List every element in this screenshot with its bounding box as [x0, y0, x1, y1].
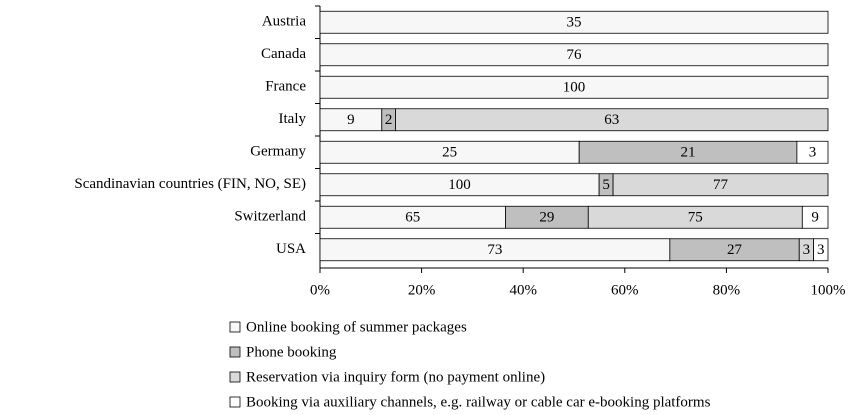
bar-segment [319, 43, 829, 67]
legend-label: Reservation via inquiry form (no payment… [246, 369, 545, 385]
value-label: 21 [681, 145, 696, 161]
legend-label: Online booking of summer packages [246, 319, 467, 335]
bar-segment [796, 140, 829, 164]
value-label: 2 [385, 112, 393, 128]
legend-swatch [229, 346, 241, 358]
y-tick-label: USA [276, 241, 306, 257]
x-tick-label: 0% [310, 282, 330, 298]
bar-segment [319, 75, 829, 99]
value-label: 100 [563, 80, 586, 96]
y-tick-label: France [265, 79, 306, 95]
legend-label: Phone booking [246, 344, 337, 360]
value-label: 29 [539, 210, 554, 226]
value-label: 3 [809, 145, 817, 161]
y-tick-label: Austria [262, 14, 307, 30]
value-label: 3 [803, 242, 811, 258]
value-label: 27 [727, 242, 743, 258]
y-tick-label: Switzerland [234, 209, 306, 225]
legend-swatch [229, 321, 241, 333]
value-label: 63 [604, 112, 619, 128]
y-tick-label: Italy [279, 111, 307, 127]
value-label: 76 [567, 47, 583, 63]
y-tick-label: Canada [261, 46, 306, 62]
value-label: 73 [487, 242, 502, 258]
value-label: 77 [713, 177, 729, 193]
bar-segment [319, 10, 829, 34]
value-label: 9 [347, 112, 355, 128]
legend-label: Booking via auxiliary channels, e.g. rai… [246, 394, 711, 410]
x-tick-label: 80% [713, 282, 741, 298]
legend-swatch [229, 371, 241, 383]
bar-segment [801, 205, 829, 229]
value-label: 5 [602, 177, 610, 193]
value-label: 100 [448, 177, 471, 193]
x-tick-label: 40% [509, 282, 537, 298]
x-tick-label: 100% [811, 282, 846, 298]
legend-swatch [229, 396, 241, 408]
x-tick-label: 20% [408, 282, 436, 298]
bar-segment [813, 238, 829, 262]
value-label: 75 [688, 210, 703, 226]
bar-segment [395, 108, 829, 132]
value-label: 65 [405, 210, 420, 226]
y-tick-label: Germany [250, 144, 306, 160]
y-tick-label: Scandinavian countries (FIN, NO, SE) [74, 176, 306, 192]
value-label: 25 [442, 145, 457, 161]
bar-segment [612, 173, 829, 197]
x-tick-label: 60% [611, 282, 639, 298]
value-label: 9 [811, 210, 819, 226]
value-label: 35 [567, 15, 582, 31]
value-label: 3 [817, 242, 825, 258]
